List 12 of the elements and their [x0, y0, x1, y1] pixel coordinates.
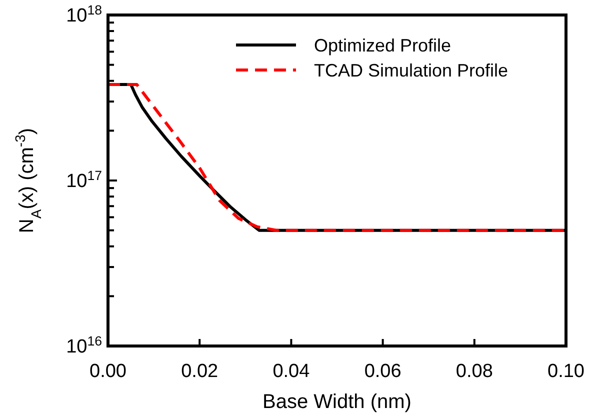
- x-tick-label: 0.04: [272, 361, 310, 382]
- x-axis-title: Base Width (nm): [262, 391, 412, 413]
- y-tick-label: 10$^{16}$: [66, 333, 102, 358]
- x-tick-label: 0.10: [548, 361, 584, 382]
- x-tick-label: 0.06: [364, 361, 402, 382]
- legend-label: Optimized Profile: [314, 35, 452, 56]
- y-tick-label: 10$^{18}$: [66, 2, 102, 27]
- x-tick-label: 0.08: [456, 361, 493, 382]
- legend-label: TCAD Simulation Profile: [314, 60, 508, 80]
- x-tick-label: 0.02: [181, 361, 218, 382]
- y-tick-label: 10$^{17}$: [66, 168, 102, 192]
- x-tick-label: 0.00: [90, 361, 126, 382]
